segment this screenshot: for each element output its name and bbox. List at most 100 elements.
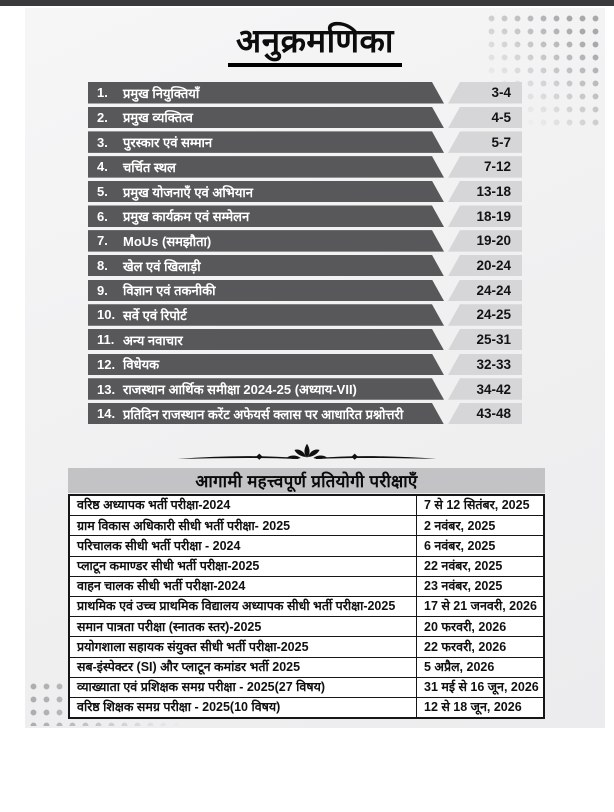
exam-row: व्याख्याता एवं प्रशिक्षक समग्र परीक्षा -… xyxy=(68,676,545,698)
exam-row: प्लाटून कमाण्डर सीधी भर्ती परीक्षा-2025 … xyxy=(68,555,545,577)
page-title: अनुक्रमणिका xyxy=(25,21,605,67)
exam-date-cell: 22 नवंबर, 2025 xyxy=(416,555,545,577)
top-edge-strip xyxy=(0,0,614,6)
toc-entry-bar: 4. चर्चित स्थल xyxy=(88,156,444,178)
toc-entry-pages: 7-12 xyxy=(448,156,522,178)
toc-entry-bar: 3. पुरस्कार एवं सम्मान xyxy=(88,131,444,153)
toc-entry-number: 13. xyxy=(97,381,116,397)
toc-entry-label: पुरस्कार एवं सम्मान xyxy=(123,135,213,151)
toc-row: 5. प्रमुख योजनाएँ एवं अभियान 13-18 xyxy=(88,180,522,203)
exam-row: सब-इंस्पेक्टर (SI) और प्लाटून कमांडर भर्… xyxy=(68,656,545,678)
toc-entry-label: प्रतिदिन राजस्थान करेंट अफेयर्स क्लास पर… xyxy=(123,406,404,422)
exam-date-cell: 22 फरवरी, 2026 xyxy=(416,636,545,658)
toc-entry-label: अन्य नवाचार xyxy=(123,332,183,348)
toc-entry-pages: 34-42 xyxy=(448,378,522,400)
exam-row: प्राथमिक एवं उच्च प्राथमिक विद्यालय अध्य… xyxy=(68,595,545,618)
toc-entry-label: खेल एवं खिलाड़ी xyxy=(123,258,201,274)
toc-entry-bar: 11. अन्य नवाचार xyxy=(88,329,444,351)
toc-entry-number: 12. xyxy=(97,356,116,372)
toc-entry-number: 11. xyxy=(97,332,115,348)
toc-entry-label: राजस्थान आर्थिक समीक्षा 2024-25 (अध्याय-… xyxy=(123,382,357,397)
toc-entry-label: MoUs (समझौता) xyxy=(123,233,212,249)
exams-table-body: वरिष्ठ अध्यापक भर्ती परीक्षा-2024 7 से 1… xyxy=(68,494,545,719)
toc-entry-number: 4. xyxy=(97,159,108,175)
toc-list: 1. प्रमुख नियुक्तियाँ 3-4 2. प्रमुख व्यक… xyxy=(88,82,522,428)
toc-entry-label: विज्ञान एवं तकनीकी xyxy=(123,283,216,299)
toc-entry-bar: 7. MoUs (समझौता) xyxy=(88,230,444,252)
toc-entry-bar: 2. प्रमुख व्यक्तित्व xyxy=(88,107,444,129)
toc-entry-bar: 1. प्रमुख नियुक्तियाँ xyxy=(88,82,444,104)
exam-row: परिचालक सीधी भर्ती परीक्षा - 2024 6 नवंब… xyxy=(68,535,545,557)
toc-entry-number: 7. xyxy=(97,233,108,249)
exams-title: आगामी महत्त्वपूर्ण प्रतियोगी परीक्षाएँ xyxy=(68,468,545,493)
toc-row: 8. खेल एवं खिलाड़ी 20-24 xyxy=(88,254,522,277)
exam-name-cell: व्याख्याता एवं प्रशिक्षक समग्र परीक्षा -… xyxy=(68,676,417,698)
exam-name-cell: वाहन चालक सीधी भर्ती परीक्षा-2024 xyxy=(68,575,417,597)
toc-entry-pages: 5-7 xyxy=(448,131,522,153)
toc-entry-label: सर्वे एवं रिपोर्ट xyxy=(123,307,187,323)
exam-date-cell: 23 नवंबर, 2025 xyxy=(416,575,545,597)
exam-name-cell: परिचालक सीधी भर्ती परीक्षा - 2024 xyxy=(68,535,417,557)
exam-name-cell: प्रयोगशाला सहायक संयुक्त सीधी भर्ती परीक… xyxy=(68,636,417,658)
exam-date-cell: 31 मई से 16 जून, 2026 xyxy=(416,676,545,698)
toc-entry-bar: 14. प्रतिदिन राजस्थान करेंट अफेयर्स क्ला… xyxy=(88,403,444,425)
exam-name-cell: समान पात्रता परीक्षा (स्नातक स्तर)-2025 xyxy=(68,616,417,638)
toc-entry-pages: 24-25 xyxy=(448,304,522,326)
exam-date-cell: 17 से 21 जनवरी, 2026 xyxy=(416,595,545,618)
toc-entry-pages: 13-18 xyxy=(448,180,522,203)
toc-entry-number: 1. xyxy=(97,85,108,101)
exam-date-cell: 12 से 18 जून, 2026 xyxy=(416,696,545,719)
toc-entry-bar: 12. विधेयक xyxy=(88,354,444,376)
toc-row: 6. प्रमुख कार्यक्रम एवं सम्मेलन 18-19 xyxy=(88,205,522,227)
toc-row: 13. राजस्थान आर्थिक समीक्षा 2024-25 (अध्… xyxy=(88,378,522,400)
toc-row: 2. प्रमुख व्यक्तित्व 4-5 xyxy=(88,106,522,129)
toc-row: 11. अन्य नवाचार 25-31 xyxy=(88,328,522,351)
toc-entry-number: 14. xyxy=(97,406,116,422)
toc-entry-pages: 4-5 xyxy=(448,106,522,129)
exam-date-cell: 20 फरवरी, 2026 xyxy=(416,616,545,638)
toc-entry-label: विधेयक xyxy=(123,357,160,373)
toc-entry-bar: 8. खेल एवं खिलाड़ी xyxy=(88,255,444,277)
exams-table: वरिष्ठ अध्यापक भर्ती परीक्षा-2024 7 से 1… xyxy=(68,494,545,720)
toc-row: 14. प्रतिदिन राजस्थान करेंट अफेयर्स क्ला… xyxy=(88,402,522,425)
toc-entry-pages: 3-4 xyxy=(448,82,522,104)
exam-name-cell: वरिष्ठ शिक्षक समग्र परीक्षा - 2025(10 वि… xyxy=(68,696,417,719)
page-sheet: अनुक्रमणिका 1. प्रमुख नियुक्तियाँ 3-4 2.… xyxy=(25,8,605,728)
divider-ornament-icon xyxy=(68,442,545,471)
exam-date-cell: 5 अप्रैल, 2026 xyxy=(416,656,545,678)
exam-date-cell: 2 नवंबर, 2025 xyxy=(416,515,545,537)
toc-entry-bar: 13. राजस्थान आर्थिक समीक्षा 2024-25 (अध्… xyxy=(88,378,444,400)
toc-entry-number: 3. xyxy=(97,134,108,150)
toc-row: 1. प्रमुख नियुक्तियाँ 3-4 xyxy=(88,82,522,104)
toc-row: 3. पुरस्कार एवं सम्मान 5-7 xyxy=(88,131,522,153)
toc-row: 9. विज्ञान एवं तकनीकी 24-24 xyxy=(88,279,522,301)
toc-row: 7. MoUs (समझौता) 19-20 xyxy=(88,230,522,252)
toc-entry-bar: 5. प्रमुख योजनाएँ एवं अभियान xyxy=(88,181,444,203)
toc-entry-pages: 43-48 xyxy=(448,402,522,425)
toc-entry-number: 5. xyxy=(97,184,108,199)
toc-entry-number: 6. xyxy=(97,208,108,224)
exam-row: वरिष्ठ अध्यापक भर्ती परीक्षा-2024 7 से 1… xyxy=(68,494,545,517)
exam-name-cell: सब-इंस्पेक्टर (SI) और प्लाटून कमांडर भर्… xyxy=(68,656,417,678)
toc-entry-pages: 19-20 xyxy=(448,230,522,252)
exams-section: आगामी महत्त्वपूर्ण प्रतियोगी परीक्षाएँ व… xyxy=(68,468,545,720)
exam-name-cell: ग्राम विकास अधिकारी सीधी भर्ती परीक्षा- … xyxy=(68,515,417,537)
toc-entry-label: प्रमुख योजनाएँ एवं अभियान xyxy=(123,184,253,200)
toc-entry-pages: 18-19 xyxy=(448,205,522,227)
toc-entry-number: 9. xyxy=(97,282,108,298)
toc-row: 4. चर्चित स्थल 7-12 xyxy=(88,156,522,178)
toc-entry-pages: 20-24 xyxy=(448,254,522,277)
exam-row: प्रयोगशाला सहायक संयुक्त सीधी भर्ती परीक… xyxy=(68,636,545,658)
toc-entry-pages: 24-24 xyxy=(448,279,522,301)
toc-entry-bar: 6. प्रमुख कार्यक्रम एवं सम्मेलन xyxy=(88,205,444,227)
toc-entry-number: 10. xyxy=(97,307,116,323)
exam-name-cell: वरिष्ठ अध्यापक भर्ती परीक्षा-2024 xyxy=(68,494,417,517)
toc-entry-label: प्रमुख कार्यक्रम एवं सम्मेलन xyxy=(123,209,250,225)
toc-entry-number: 8. xyxy=(97,258,108,274)
toc-entry-label: प्रमुख नियुक्तियाँ xyxy=(123,85,200,101)
toc-entry-bar: 10. सर्वे एवं रिपोर्ट xyxy=(88,304,444,326)
exam-row: वाहन चालक सीधी भर्ती परीक्षा-2024 23 नवं… xyxy=(68,575,545,597)
exam-row: ग्राम विकास अधिकारी सीधी भर्ती परीक्षा- … xyxy=(68,515,545,537)
exam-row: वरिष्ठ शिक्षक समग्र परीक्षा - 2025(10 वि… xyxy=(68,696,545,719)
